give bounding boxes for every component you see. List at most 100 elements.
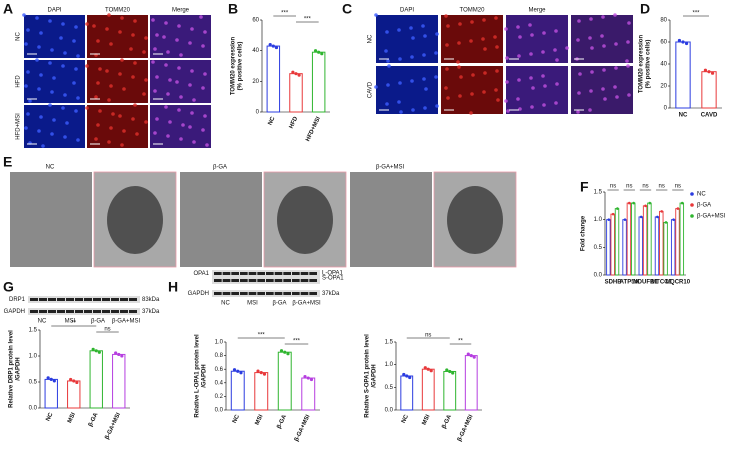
significance-label: ns: [659, 184, 665, 190]
cell-spot: [109, 42, 113, 46]
y-tick-label: 0.6: [215, 367, 224, 373]
cell-spot: [188, 125, 192, 129]
cell-spot: [482, 90, 486, 94]
cell-spot: [48, 103, 52, 107]
data-dot: [672, 218, 675, 221]
data-dot: [707, 70, 711, 74]
cell-spot: [410, 55, 414, 59]
protein-label: GAPDH: [4, 309, 25, 315]
data-dot: [710, 71, 715, 75]
bar: [638, 216, 643, 276]
cell-spot: [107, 140, 111, 144]
lane-label: MSI: [65, 319, 76, 325]
bar: [631, 202, 636, 276]
data-dot: [239, 371, 243, 375]
cell-spot: [192, 140, 196, 144]
bar: [277, 351, 292, 411]
cell-spot: [105, 27, 109, 31]
data-dot: [268, 42, 272, 47]
blot-band: [292, 279, 300, 282]
micrograph: [506, 15, 568, 63]
data-dot: [466, 352, 470, 356]
cell-spot: [458, 94, 462, 98]
cell-spot: [133, 61, 137, 65]
cell-spot: [457, 41, 461, 45]
lane-label: β-GA: [91, 319, 105, 325]
blot-band: [120, 310, 128, 313]
cell-spot: [39, 115, 43, 119]
cell-spot: [613, 13, 617, 17]
cell-spot: [203, 114, 207, 118]
bar: [654, 216, 660, 276]
cell-spot: [614, 42, 618, 46]
cell-spot: [615, 95, 619, 99]
blot-band: [102, 298, 110, 301]
x-tick-label: MSI: [67, 412, 77, 425]
cell-spot: [493, 35, 497, 39]
blot-band: [257, 272, 265, 275]
panel-letter: B: [228, 1, 238, 17]
cell-spot: [48, 61, 52, 65]
blot-band: [292, 272, 300, 275]
blot-band: [240, 279, 248, 282]
cell-spot: [155, 33, 159, 37]
blot-band: [283, 279, 291, 282]
data-dot: [616, 207, 619, 210]
cell-spot: [85, 106, 89, 110]
y-tick-label: 0.2: [215, 394, 224, 400]
bar: [647, 202, 652, 276]
cell-spot: [495, 45, 499, 49]
cell-spot: [434, 75, 438, 79]
data-dot: [472, 355, 476, 359]
cell-spot: [387, 64, 391, 68]
x-tick-label: NC: [401, 413, 410, 424]
cell-spot: [111, 112, 115, 116]
cell-spot: [529, 52, 533, 56]
cell-spot: [435, 104, 439, 108]
cell-spot: [459, 75, 463, 79]
blot-band: [111, 298, 119, 301]
data-dot: [313, 49, 318, 53]
bar: [614, 208, 620, 276]
cell-spot: [555, 58, 559, 62]
x-tick-label: UQCR10: [666, 280, 691, 286]
cell-spot: [444, 86, 448, 90]
data-dot: [306, 376, 310, 380]
data-dot: [117, 352, 121, 357]
lane-label: β-GA: [272, 301, 286, 307]
data-dot: [309, 377, 314, 382]
significance-label: ns: [104, 327, 110, 333]
blot-band: [93, 310, 101, 313]
cell-spot: [541, 50, 545, 54]
blot-band: [257, 292, 265, 295]
row-label: CAVD: [368, 81, 374, 98]
mitochondrion: [107, 186, 163, 254]
panel-letter: C: [342, 1, 352, 17]
y-tick-label: 0.0: [215, 408, 224, 414]
bar: [606, 219, 611, 276]
y-tick-label: 0.4: [215, 380, 224, 386]
micrograph: [441, 66, 503, 114]
cell-spot: [530, 105, 534, 109]
y-tick-label: 60: [660, 40, 667, 46]
cell-spot: [153, 47, 157, 51]
data-dot: [632, 201, 635, 205]
cell-spot: [469, 39, 473, 43]
cell-spot: [434, 51, 438, 55]
y-tick-label: 40: [252, 48, 259, 54]
cell-spot: [48, 19, 52, 23]
blot-band: [120, 298, 128, 301]
bar: [254, 372, 269, 411]
bar: [89, 350, 103, 409]
cell-spot: [50, 48, 54, 52]
column-label: TOMM20: [460, 8, 486, 14]
blot-band: [222, 272, 231, 275]
y-axis-label: Fold change: [581, 215, 587, 251]
cell-spot: [37, 129, 41, 133]
blot-band: [283, 272, 291, 275]
row-label: HFD: [16, 75, 22, 88]
cell-spot: [109, 84, 113, 88]
blot-band: [300, 292, 309, 295]
